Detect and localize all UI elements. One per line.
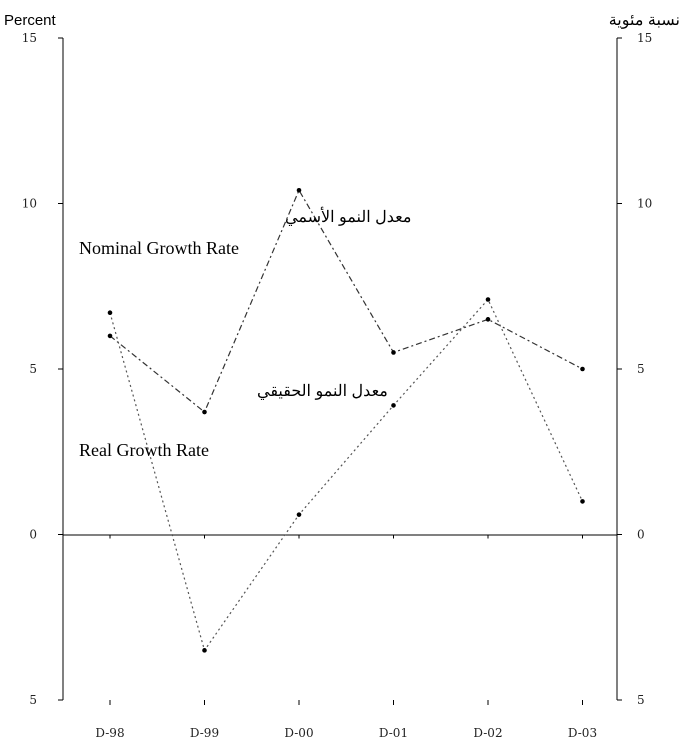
x-tick-label: D-99: [190, 726, 219, 740]
y-tick-label-left: 15: [22, 31, 37, 45]
data-point-real: [485, 297, 491, 302]
series-layer: [107, 187, 585, 653]
series-line-real: [109, 298, 584, 652]
y-axis-label-right: نسبة مئوية: [609, 12, 680, 29]
data-point-real: [296, 512, 302, 517]
x-tick-label: D-98: [95, 726, 124, 740]
x-ticks: D-98 D-99 D-00 D-01 D-02 D-03: [95, 534, 597, 740]
y-tick-label-left: 10: [22, 197, 37, 211]
y-tick-label-right: 5: [637, 362, 645, 376]
y-tick-label-right: 5: [637, 693, 645, 707]
data-point-nominal: [580, 366, 585, 372]
x-tick-label: D-00: [284, 726, 313, 740]
data-point-nominal: [296, 187, 302, 193]
y-tick-label-left: 5: [29, 693, 37, 707]
x-tick-label: D-02: [473, 726, 502, 740]
x-tick-label: D-03: [568, 726, 597, 740]
y-tick-label-right: 10: [637, 197, 652, 211]
y-tick-label-left: 0: [29, 528, 37, 542]
data-point-nominal: [391, 350, 396, 355]
data-point-real: [107, 310, 113, 316]
y-tick-label-left: 5: [29, 362, 37, 376]
y-tick-label-right: 15: [637, 31, 652, 45]
nominal-label-ar: معدل النمو الأسمي: [285, 207, 411, 226]
data-point-real: [391, 403, 396, 408]
y-tick-label-right: 0: [637, 528, 645, 542]
data-point-nominal: [107, 333, 113, 339]
data-point-real: [202, 648, 207, 653]
data-point-nominal: [202, 409, 207, 415]
data-point-real: [580, 499, 585, 504]
real-label-en: Real Growth Rate: [79, 440, 209, 460]
x-tick-label: D-01: [379, 726, 408, 740]
nominal-label-en: Nominal Growth Rate: [79, 238, 239, 258]
series-line-nominal: [109, 188, 583, 413]
data-point-nominal: [485, 317, 491, 322]
y-ticks-left: 15 10 5 0 5: [22, 31, 63, 707]
y-ticks-right: 15 10 5 0 5: [617, 31, 652, 707]
y-axis-label-left: Percent: [4, 12, 57, 29]
real-label-ar: معدل النمو الحقيقي: [257, 383, 388, 400]
